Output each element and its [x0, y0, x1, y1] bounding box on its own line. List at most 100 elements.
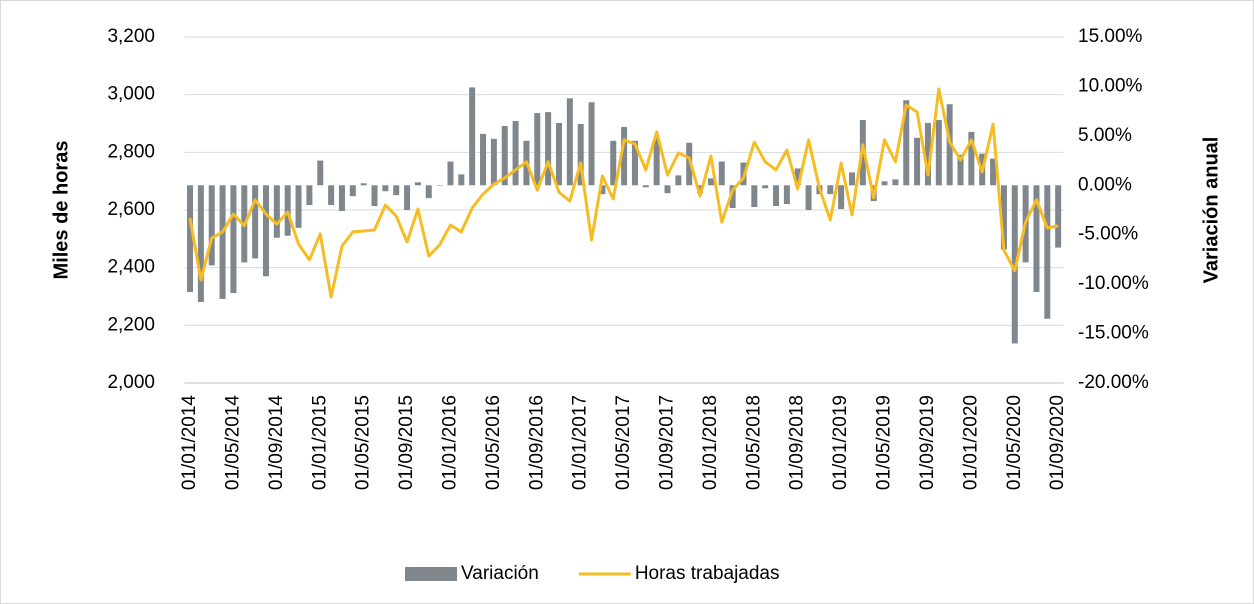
y2-tick-label: -5.00%: [1078, 224, 1138, 245]
bar: [707, 178, 714, 186]
x-tick-label: 01/01/2018: [700, 395, 721, 490]
bar: [1044, 185, 1051, 319]
bar: [1055, 185, 1062, 248]
bar: [534, 113, 541, 186]
x-tick-label: 01/01/2019: [830, 395, 851, 490]
y-tick-label: 3,200: [107, 26, 155, 47]
bar: [773, 185, 780, 207]
bar: [436, 185, 443, 186]
bar: [621, 126, 628, 186]
x-tick-label: 01/05/2019: [874, 395, 895, 490]
x-tick-label: 01/05/2018: [743, 395, 764, 490]
bar: [924, 123, 931, 186]
bar: [718, 161, 725, 186]
bar: [577, 123, 584, 186]
bar: [805, 185, 812, 210]
bar: [404, 185, 411, 210]
y2-tick-label: 0.00%: [1078, 174, 1132, 195]
bar: [599, 185, 606, 195]
bar: [208, 185, 215, 266]
bar: [1033, 185, 1040, 293]
y2-tick-label: -20.00%: [1078, 372, 1149, 393]
bar: [664, 185, 671, 194]
x-tick-label: 01/05/2020: [1004, 395, 1025, 490]
bar: [566, 98, 573, 186]
bar: [219, 185, 226, 299]
y2-tick-label: 5.00%: [1078, 125, 1132, 146]
bar: [501, 125, 508, 186]
bar: [317, 160, 324, 186]
bar: [794, 168, 801, 186]
bar: [827, 185, 834, 195]
x-tick-label: 01/05/2015: [353, 395, 374, 490]
y-tick-label: 2,400: [107, 257, 155, 278]
bar: [914, 137, 921, 186]
bar: [187, 185, 194, 293]
bar: [555, 123, 562, 186]
x-tick-label: 01/01/2016: [439, 395, 460, 490]
bar: [469, 87, 476, 186]
bar: [697, 185, 704, 194]
y-tick-label: 2,800: [107, 141, 155, 162]
bar: [903, 100, 910, 186]
y2-tick-label: -10.00%: [1078, 273, 1149, 294]
bar: [783, 185, 790, 205]
bar: [881, 181, 888, 186]
bar: [968, 131, 975, 186]
bar: [382, 185, 389, 192]
bar: [284, 185, 291, 236]
y-tick-label: 3,000: [107, 84, 155, 105]
legend-label: Variación: [461, 563, 539, 584]
bar: [935, 120, 942, 186]
bar: [848, 172, 855, 186]
bar: [414, 182, 421, 186]
bar: [610, 140, 617, 186]
y2-axis-title: Variación anual: [1200, 137, 1222, 284]
bar: [751, 185, 758, 208]
bar: [360, 183, 367, 186]
bar: [480, 133, 487, 186]
x-tick-label: 01/09/2019: [917, 395, 938, 490]
bar: [393, 185, 400, 196]
bar: [729, 185, 736, 209]
bar: [273, 185, 280, 238]
bar: [295, 185, 302, 228]
y-tick-label: 2,000: [107, 372, 155, 393]
x-tick-label: 01/09/2015: [396, 395, 417, 490]
bar: [631, 140, 638, 186]
bar: [425, 185, 432, 199]
bar: [328, 185, 335, 206]
bar: [675, 175, 682, 186]
x-tick-label: 01/09/2014: [266, 395, 287, 491]
y2-tick-label: 10.00%: [1078, 75, 1143, 96]
x-tick-label: 01/05/2017: [613, 395, 634, 490]
bar: [458, 174, 465, 186]
x-tick-label: 01/09/2017: [657, 395, 678, 490]
x-tick-label: 01/09/2016: [526, 395, 547, 490]
bar: [230, 185, 237, 294]
bar: [990, 158, 997, 186]
bar: [545, 112, 552, 186]
bar: [957, 154, 964, 186]
bar: [447, 161, 454, 186]
bar: [892, 179, 899, 186]
x-tick-label: 01/01/2015: [309, 395, 330, 490]
bar: [349, 185, 356, 197]
x-tick-label: 01/05/2014: [222, 395, 243, 491]
bar: [262, 185, 269, 277]
x-tick-label: 01/01/2017: [570, 395, 591, 490]
legend-label: Horas trabajadas: [635, 563, 780, 584]
x-tick-label: 01/01/2014: [179, 395, 200, 491]
bar: [490, 138, 497, 186]
bar: [512, 121, 519, 186]
x-tick-label: 01/09/2018: [787, 395, 808, 490]
line: [188, 87, 1059, 299]
y-axis-title: Miles de horas: [50, 141, 72, 280]
bar: [838, 185, 845, 210]
bar: [1000, 185, 1007, 250]
y-tick-label: 2,200: [107, 314, 155, 335]
y2-tick-label: 15.00%: [1078, 26, 1143, 47]
x-tick-label: 01/09/2020: [1047, 395, 1068, 490]
bar: [642, 185, 649, 188]
